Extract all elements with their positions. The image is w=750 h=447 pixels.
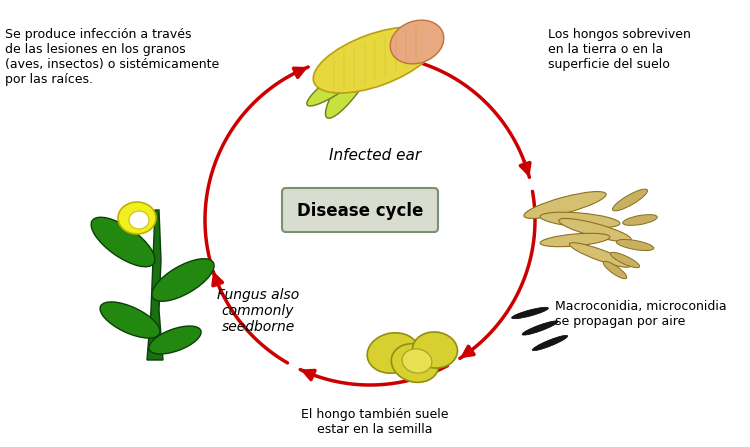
Ellipse shape	[616, 240, 654, 250]
Text: Infected ear: Infected ear	[329, 148, 421, 163]
Ellipse shape	[532, 335, 568, 350]
Ellipse shape	[569, 243, 631, 267]
Text: Disease cycle: Disease cycle	[297, 202, 423, 220]
Ellipse shape	[152, 259, 214, 301]
Ellipse shape	[149, 326, 201, 354]
Ellipse shape	[522, 321, 558, 335]
Ellipse shape	[91, 217, 155, 267]
Ellipse shape	[368, 333, 419, 373]
Ellipse shape	[559, 219, 632, 241]
Text: Macroconidia, microconidia
se propagan por aire: Macroconidia, microconidia se propagan p…	[555, 300, 727, 328]
Ellipse shape	[540, 233, 610, 247]
Ellipse shape	[524, 192, 606, 219]
Ellipse shape	[118, 202, 156, 234]
Text: Fungus also
commonly
seedborne: Fungus also commonly seedborne	[217, 288, 299, 334]
Ellipse shape	[314, 27, 436, 93]
Text: Los hongos sobreviven
en la tierra o en la
superficie del suelo: Los hongos sobreviven en la tierra o en …	[548, 28, 691, 71]
Ellipse shape	[390, 20, 444, 64]
Ellipse shape	[613, 189, 647, 211]
Ellipse shape	[413, 332, 458, 368]
Ellipse shape	[603, 261, 627, 278]
Ellipse shape	[307, 55, 377, 106]
Ellipse shape	[402, 349, 432, 373]
Ellipse shape	[610, 252, 640, 268]
Text: El hongo también suele
estar en la semilla: El hongo también suele estar en la semil…	[302, 408, 448, 436]
Ellipse shape	[540, 212, 620, 228]
Polygon shape	[147, 210, 163, 360]
Text: Se produce infección a través
de las lesiones en los granos
(aves, insectos) o s: Se produce infección a través de las les…	[5, 28, 219, 86]
FancyBboxPatch shape	[282, 188, 438, 232]
Ellipse shape	[512, 307, 548, 319]
Ellipse shape	[326, 43, 380, 118]
Ellipse shape	[129, 211, 149, 229]
Ellipse shape	[100, 302, 160, 338]
Ellipse shape	[622, 215, 657, 225]
Ellipse shape	[392, 344, 439, 382]
